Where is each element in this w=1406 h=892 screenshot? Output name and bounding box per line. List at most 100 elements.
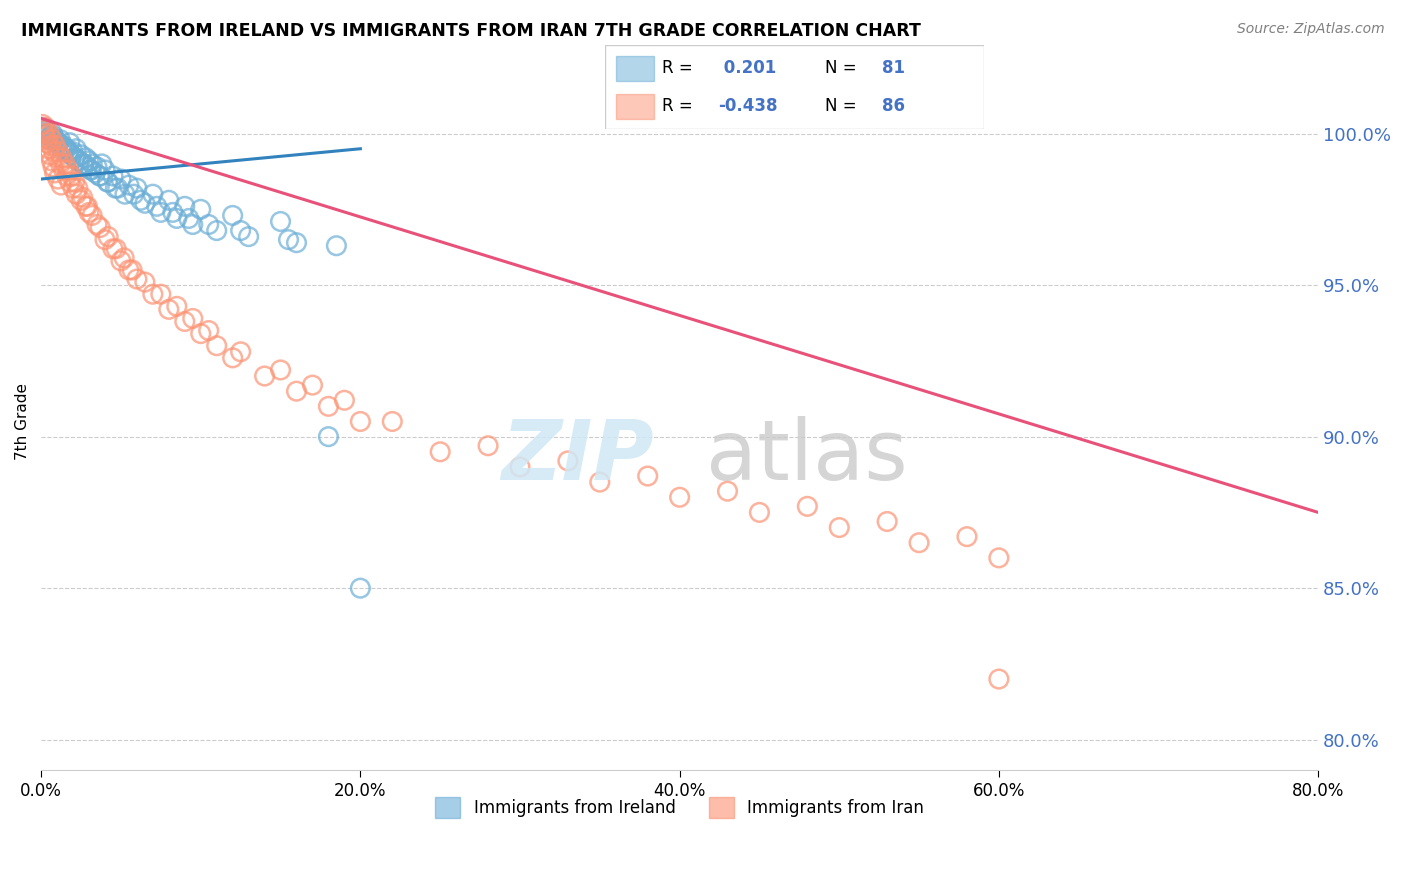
Point bbox=[46, 151, 69, 165]
Text: IMMIGRANTS FROM IRELAND VS IMMIGRANTS FROM IRAN 7TH GRADE CORRELATION CHART: IMMIGRANTS FROM IRELAND VS IMMIGRANTS FR… bbox=[21, 22, 921, 40]
Point bbox=[112, 251, 135, 265]
Point bbox=[46, 136, 69, 150]
Point bbox=[41, 133, 63, 147]
Point bbox=[38, 133, 60, 147]
Legend: Immigrants from Ireland, Immigrants from Iran: Immigrants from Ireland, Immigrants from… bbox=[429, 790, 931, 824]
Point bbox=[34, 127, 56, 141]
Point bbox=[66, 153, 89, 168]
Point bbox=[31, 118, 53, 132]
Point bbox=[77, 205, 100, 219]
Point bbox=[89, 220, 111, 235]
Point bbox=[205, 223, 228, 237]
Point bbox=[349, 581, 371, 595]
Point bbox=[66, 181, 89, 195]
Text: N =: N = bbox=[825, 96, 862, 114]
Point bbox=[125, 272, 148, 286]
Point bbox=[42, 133, 65, 147]
Point bbox=[63, 151, 86, 165]
Point bbox=[828, 520, 851, 534]
Point bbox=[77, 153, 100, 168]
Point bbox=[89, 169, 111, 183]
Point bbox=[38, 129, 60, 144]
Point bbox=[37, 127, 59, 141]
Text: R =: R = bbox=[662, 96, 697, 114]
Point bbox=[229, 344, 252, 359]
Point bbox=[35, 127, 58, 141]
Point bbox=[44, 166, 66, 180]
Text: atlas: atlas bbox=[706, 416, 908, 497]
Point bbox=[75, 199, 97, 213]
Bar bbox=[616, 94, 654, 120]
Point bbox=[105, 242, 128, 256]
Point bbox=[876, 515, 898, 529]
Point bbox=[277, 233, 299, 247]
Point bbox=[32, 123, 55, 137]
Point bbox=[84, 166, 107, 180]
Point bbox=[205, 339, 228, 353]
Point bbox=[748, 505, 770, 519]
Point bbox=[41, 127, 63, 141]
Point bbox=[190, 326, 212, 341]
Point bbox=[114, 187, 136, 202]
Point bbox=[58, 145, 80, 159]
Point bbox=[49, 178, 72, 193]
Point bbox=[509, 459, 531, 474]
Point bbox=[48, 145, 70, 159]
Point bbox=[429, 444, 451, 458]
Point bbox=[51, 151, 73, 165]
Text: 0.201: 0.201 bbox=[718, 60, 776, 78]
Point bbox=[94, 163, 117, 178]
Point bbox=[31, 120, 53, 135]
Bar bbox=[616, 55, 654, 81]
Point bbox=[46, 172, 69, 186]
Point bbox=[318, 400, 340, 414]
Point bbox=[349, 415, 371, 429]
Point bbox=[63, 175, 86, 189]
Point bbox=[285, 235, 308, 250]
Point bbox=[101, 242, 124, 256]
Point bbox=[86, 218, 108, 232]
Point bbox=[104, 181, 127, 195]
Point bbox=[55, 142, 77, 156]
Point bbox=[987, 672, 1010, 686]
Point bbox=[32, 123, 55, 137]
Point bbox=[221, 208, 243, 222]
Point bbox=[197, 324, 219, 338]
Point bbox=[42, 129, 65, 144]
Point bbox=[48, 136, 70, 150]
Point bbox=[668, 490, 690, 504]
Point bbox=[38, 127, 60, 141]
Point bbox=[70, 194, 93, 208]
Point bbox=[65, 187, 87, 202]
Point bbox=[35, 123, 58, 137]
Point bbox=[181, 311, 204, 326]
Point bbox=[134, 275, 156, 289]
Point bbox=[177, 211, 200, 226]
Point bbox=[41, 153, 63, 168]
Point bbox=[79, 163, 101, 178]
Point bbox=[166, 211, 188, 226]
Point bbox=[51, 138, 73, 153]
Point bbox=[53, 142, 76, 156]
Point bbox=[44, 138, 66, 153]
Point bbox=[37, 142, 59, 156]
Point bbox=[118, 178, 141, 193]
Point bbox=[72, 190, 94, 204]
Point bbox=[142, 287, 165, 301]
Point bbox=[76, 199, 98, 213]
Point bbox=[55, 169, 77, 183]
Point bbox=[76, 160, 98, 174]
Point bbox=[58, 145, 80, 159]
Point bbox=[97, 229, 120, 244]
Point bbox=[94, 233, 117, 247]
Point bbox=[162, 205, 184, 219]
Point bbox=[301, 378, 323, 392]
Point bbox=[146, 199, 169, 213]
Point bbox=[987, 550, 1010, 565]
Point bbox=[477, 439, 499, 453]
Point bbox=[381, 415, 404, 429]
Point bbox=[129, 194, 152, 208]
Point bbox=[34, 129, 56, 144]
Point bbox=[589, 475, 612, 489]
Point bbox=[173, 199, 195, 213]
